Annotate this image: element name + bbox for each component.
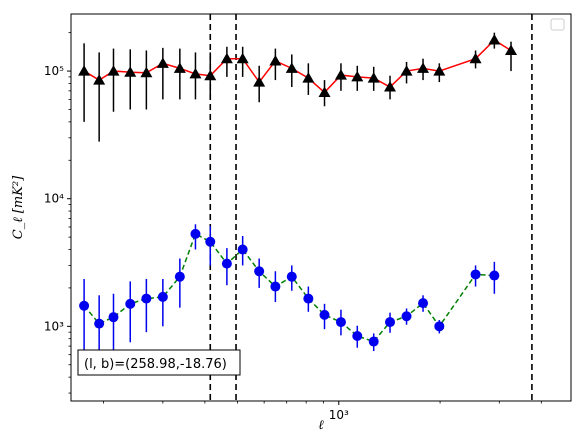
- series-layer: [78, 32, 518, 371]
- axis-ticks: 10³ 10³ 10⁴ 10⁵: [44, 32, 542, 422]
- series-1-point-10: [237, 244, 248, 255]
- series-1-point-7: [190, 228, 201, 239]
- x-axis-label: ℓ: [318, 418, 324, 433]
- series-0-point-19: [384, 81, 397, 92]
- series-0-point-7: [189, 67, 202, 79]
- y-tick-label-0: 10³: [44, 319, 64, 333]
- series-0-point-24: [488, 34, 501, 45]
- series-1: [79, 224, 500, 371]
- legend-box: [550, 18, 565, 31]
- series-0-point-14: [302, 72, 315, 83]
- series-0-line: [83, 39, 512, 94]
- series-0-point-13: [285, 62, 298, 73]
- series-0-point-22: [433, 65, 446, 76]
- series-1-point-12: [270, 281, 281, 292]
- series-1-point-9: [221, 258, 232, 269]
- series-0-point-17: [351, 70, 364, 82]
- x-tick-label-0: 10³: [329, 408, 349, 422]
- series-1-point-21: [418, 298, 429, 309]
- series-0-point-3: [124, 66, 137, 77]
- series-0-point-16: [334, 69, 347, 80]
- y-axis-label: C_ℓ [mK²]: [11, 175, 26, 239]
- series-1-point-14: [303, 293, 314, 304]
- series-1-point-8: [205, 236, 216, 247]
- y-tick-label-2: 10⁵: [44, 64, 64, 78]
- series-1-point-22: [434, 321, 445, 332]
- series-0-point-25: [505, 44, 518, 55]
- series-1-point-6: [174, 271, 185, 282]
- series-1-point-17: [352, 330, 363, 341]
- series-0-point-20: [400, 65, 413, 76]
- annotation-box: [77, 349, 241, 376]
- series-0-point-4: [140, 66, 153, 78]
- series-0-point-18: [367, 72, 380, 83]
- series-1-point-20: [401, 311, 412, 322]
- series-0-point-10: [236, 52, 249, 64]
- plot-area: [78, 14, 533, 401]
- series-1-point-1: [94, 318, 105, 329]
- annotation-text: (l, b)=(258.98,-18.76): [84, 357, 227, 372]
- series-0-point-12: [269, 54, 282, 66]
- series-1-point-11: [254, 266, 265, 277]
- series-0-point-5: [156, 57, 169, 68]
- series-1-point-4: [141, 293, 152, 304]
- series-1-point-19: [385, 317, 396, 328]
- series-1-point-15: [319, 309, 330, 320]
- series-1-point-5: [157, 291, 168, 302]
- series-1-point-18: [368, 336, 379, 347]
- series-0-point-9: [220, 52, 233, 64]
- annotation-group: (l, b)=(258.98,-18.76): [77, 349, 241, 376]
- series-0-point-8: [204, 69, 217, 81]
- series-0-point-15: [318, 86, 331, 97]
- series-0-point-6: [173, 62, 186, 73]
- series-1-point-3: [125, 298, 136, 309]
- y-tick-label-1: 10⁴: [44, 192, 64, 206]
- series-0-point-23: [469, 52, 482, 64]
- series-1-point-0: [79, 300, 90, 311]
- series-1-point-16: [335, 317, 346, 328]
- series-1-point-2: [108, 312, 119, 323]
- series-1-point-23: [470, 269, 481, 280]
- series-0-point-0: [78, 65, 91, 76]
- series-0-point-11: [253, 76, 266, 87]
- series-0-point-1: [93, 74, 106, 85]
- series-0-point-21: [417, 62, 430, 73]
- series-0-point-2: [107, 65, 120, 76]
- plot-frame: [70, 13, 572, 402]
- series-1-point-13: [286, 271, 297, 282]
- series-0: [78, 32, 518, 142]
- series-1-point-24: [489, 270, 500, 281]
